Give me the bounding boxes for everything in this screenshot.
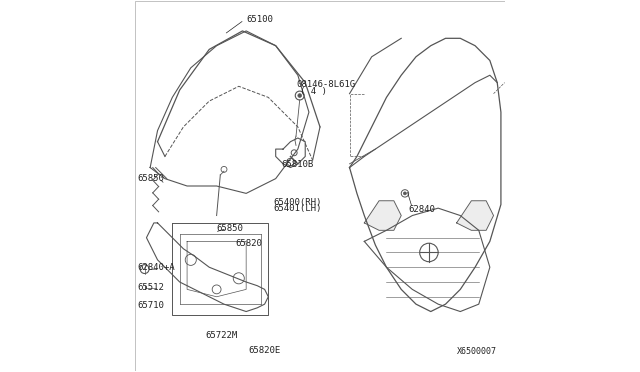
Text: 65722M: 65722M: [205, 331, 238, 340]
Circle shape: [403, 192, 406, 195]
Text: 65100: 65100: [246, 15, 273, 24]
Text: 62840: 62840: [408, 205, 435, 215]
Text: X6500007: X6500007: [457, 347, 497, 356]
Text: 65810B: 65810B: [281, 160, 314, 169]
Text: 65820: 65820: [235, 239, 262, 248]
Polygon shape: [456, 201, 493, 230]
Text: 08146-8L61G: 08146-8L61G: [296, 80, 355, 89]
Text: 65820E: 65820E: [248, 346, 280, 355]
Text: ( 4 ): ( 4 ): [300, 87, 326, 96]
Polygon shape: [364, 201, 401, 230]
Text: 62840+A: 62840+A: [137, 263, 175, 272]
Circle shape: [298, 94, 301, 97]
Text: 65710: 65710: [137, 301, 164, 311]
Text: 65512: 65512: [137, 283, 164, 292]
Text: 65400(RH): 65400(RH): [274, 198, 322, 207]
Text: 65850: 65850: [216, 224, 243, 233]
Text: 65401(LH): 65401(LH): [274, 204, 322, 214]
Text: 65850: 65850: [137, 174, 164, 183]
